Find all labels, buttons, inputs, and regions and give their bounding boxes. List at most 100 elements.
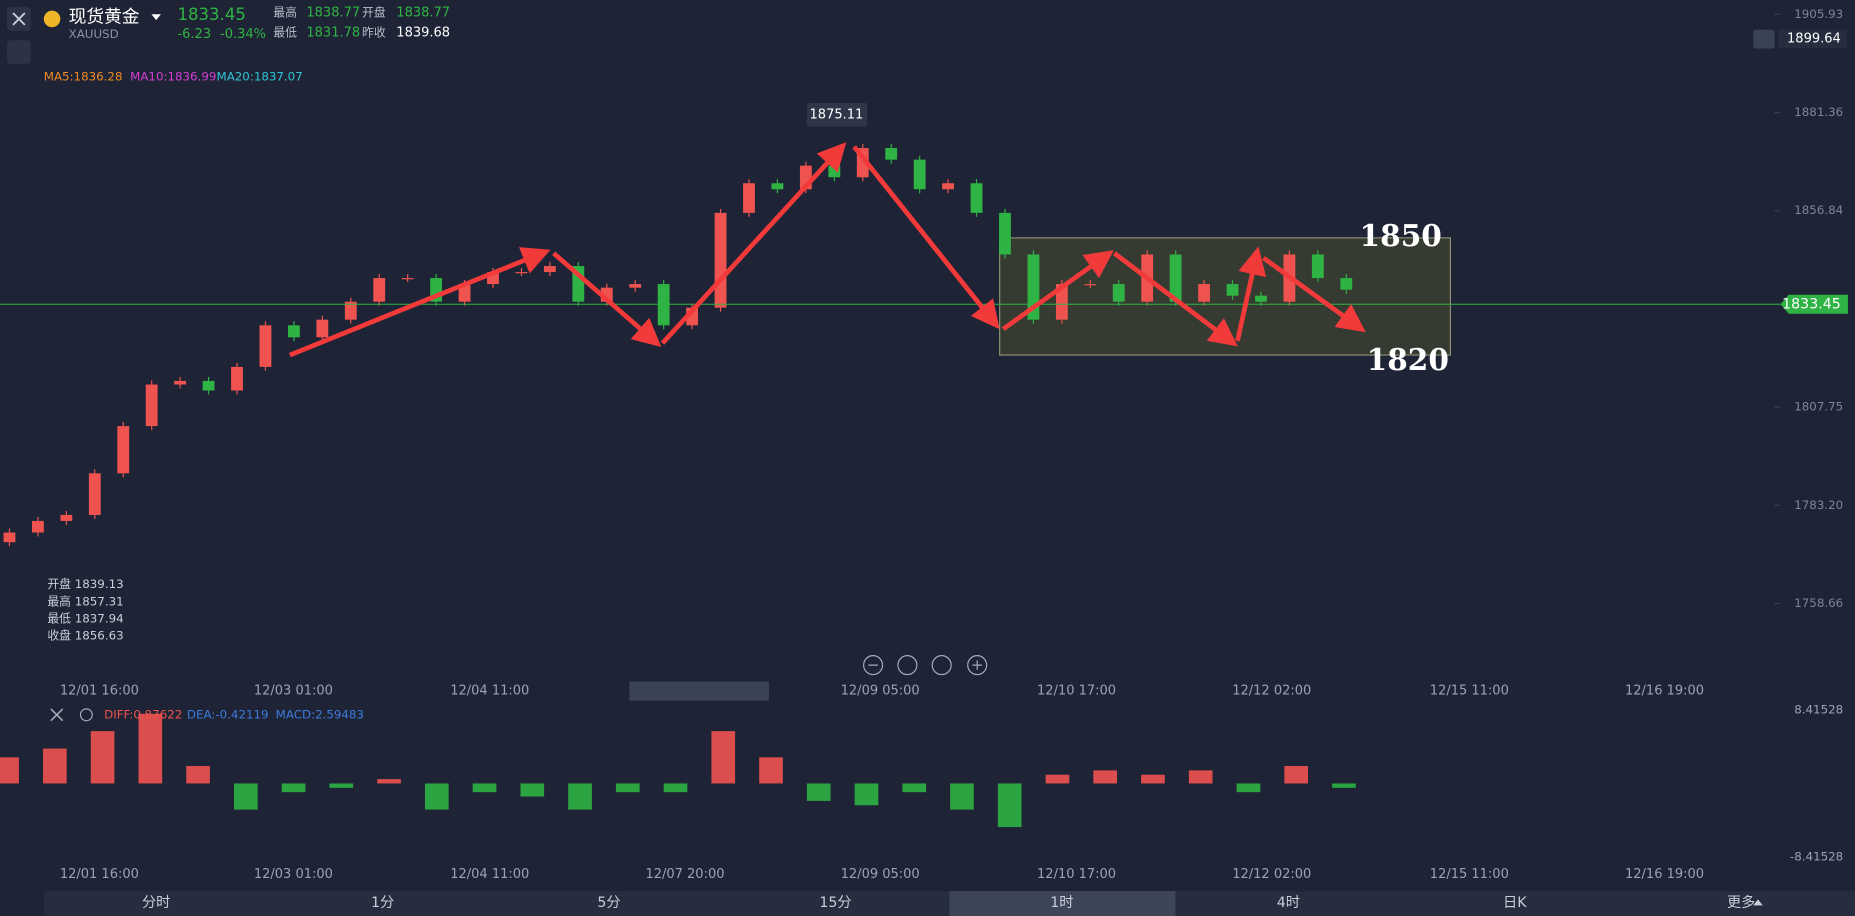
macd-settings[interactable] xyxy=(79,708,93,722)
candle-body xyxy=(373,278,386,302)
dropdown[interactable] xyxy=(151,14,161,21)
symbol-name: 现货黄金 xyxy=(69,7,140,28)
x-label: 12/16 19:00 xyxy=(1625,684,1704,699)
candle-body xyxy=(430,278,443,302)
candle-body xyxy=(629,284,642,288)
candle-body xyxy=(259,325,272,367)
x-label: 12/03 01:00 xyxy=(254,867,333,882)
macd-bar xyxy=(520,783,545,797)
resistance-label: 1850 xyxy=(1360,218,1442,253)
macd-bar xyxy=(1332,783,1356,788)
bell-button[interactable] xyxy=(1753,29,1775,49)
candle-body xyxy=(1169,254,1182,302)
tab[interactable]: 1分 xyxy=(371,895,394,911)
candle-body xyxy=(1027,254,1040,320)
x-label: 12/15 11:00 xyxy=(1430,684,1509,699)
macd-bar xyxy=(759,757,783,784)
ma-legend: MA5:1836.28 xyxy=(44,69,123,83)
macd-bar xyxy=(138,713,163,784)
macd-bar xyxy=(1141,774,1165,784)
candle-body xyxy=(1340,278,1353,290)
more-arrow xyxy=(1753,899,1763,906)
peak-label: 1875.11 xyxy=(810,107,864,122)
candle-body xyxy=(88,473,101,515)
change-pct: -0.34% xyxy=(220,27,266,42)
info-line: 收盘 1856.63 xyxy=(47,629,123,643)
candle-body xyxy=(60,514,73,521)
tab[interactable]: 分时 xyxy=(142,895,170,911)
candle-body xyxy=(401,278,414,280)
candle-body xyxy=(1311,254,1324,279)
value: 1839.68 xyxy=(396,26,450,41)
candle-body xyxy=(1055,284,1068,320)
price-tag xyxy=(1780,294,1848,314)
macd-bar xyxy=(711,731,736,784)
x-label: 12/10 17:00 xyxy=(1037,684,1116,699)
info-line: 最低 1837.94 xyxy=(47,611,123,625)
zoom-in[interactable] xyxy=(967,655,988,676)
x-label: 12/09 05:00 xyxy=(841,867,920,882)
candle-body xyxy=(828,165,841,178)
x-label: 12/15 11:00 xyxy=(1430,867,1509,882)
candle-body xyxy=(515,272,528,274)
candle-body xyxy=(970,183,983,213)
tab[interactable]: 15分 xyxy=(819,895,851,911)
last-price: 1833.45 xyxy=(177,5,245,24)
label: 开盘 xyxy=(362,6,386,20)
candle-body xyxy=(743,183,755,213)
candle-body xyxy=(31,520,44,533)
expand-button[interactable] xyxy=(7,40,31,64)
candle-body xyxy=(1198,284,1210,302)
x-label: 12/12 02:00 xyxy=(1232,867,1311,882)
candle-body xyxy=(487,272,499,285)
candle-body xyxy=(287,325,300,338)
trend-arrows xyxy=(288,142,1366,358)
zoom-out[interactable] xyxy=(863,655,884,676)
x-label: 12/09 05:00 xyxy=(841,684,920,699)
candle-body xyxy=(3,532,16,543)
candle-body xyxy=(174,380,187,385)
alert-box xyxy=(1778,29,1847,49)
x-label: 12/07 20:00 xyxy=(645,867,724,882)
candle-body xyxy=(316,319,329,338)
y-tick-label: 1758.66 xyxy=(1794,596,1843,610)
price-tag-label: 1833.45 xyxy=(1782,296,1841,312)
tabs: 分时 1分 5分 15分 1时 4时 日K 更多 xyxy=(142,891,1763,916)
value: 1838.77 xyxy=(396,6,450,21)
candle-body xyxy=(543,266,556,273)
y-tick-label: 1881.36 xyxy=(1794,105,1843,119)
tab[interactable]: 日K xyxy=(1503,895,1527,911)
macd-bar xyxy=(424,783,449,810)
macd-bar xyxy=(950,783,974,810)
label: 最高 xyxy=(273,6,297,20)
x-label: 12/12 02:00 xyxy=(1232,684,1311,699)
macd-bar xyxy=(1188,770,1213,784)
tab[interactable]: 4时 xyxy=(1277,895,1300,911)
candle-body xyxy=(1255,295,1267,302)
macd-legend: DEA:-0.42119 xyxy=(187,707,269,721)
tab[interactable]: 5分 xyxy=(597,895,620,911)
macd-bar xyxy=(663,783,688,793)
ma-legend: MA20:1837.07 xyxy=(216,69,302,83)
y-tick-label: 1905.93 xyxy=(1794,7,1843,21)
macd-legend: MACD:2.59483 xyxy=(276,707,364,721)
tab[interactable]: 更多 xyxy=(1727,894,1755,911)
x-label: 12/04 11:00 xyxy=(450,867,529,882)
macd-bar xyxy=(615,783,640,793)
next[interactable] xyxy=(931,655,952,676)
prev[interactable] xyxy=(897,655,918,676)
macd-bar xyxy=(854,783,879,806)
macd-bar xyxy=(997,783,1022,828)
peak-label-box xyxy=(806,102,868,127)
candle-body xyxy=(458,284,471,302)
tab[interactable]: 1时 xyxy=(1050,895,1073,911)
info-line: 开盘 1839.13 xyxy=(47,577,123,591)
macd-bar xyxy=(806,783,831,801)
x-label: 12/01 16:00 xyxy=(60,867,139,882)
x-label: 12/03 01:00 xyxy=(254,684,333,699)
y-tick-label: -8.41528 xyxy=(1790,849,1843,863)
macd-close[interactable] xyxy=(50,708,64,722)
candle-body xyxy=(572,266,585,302)
